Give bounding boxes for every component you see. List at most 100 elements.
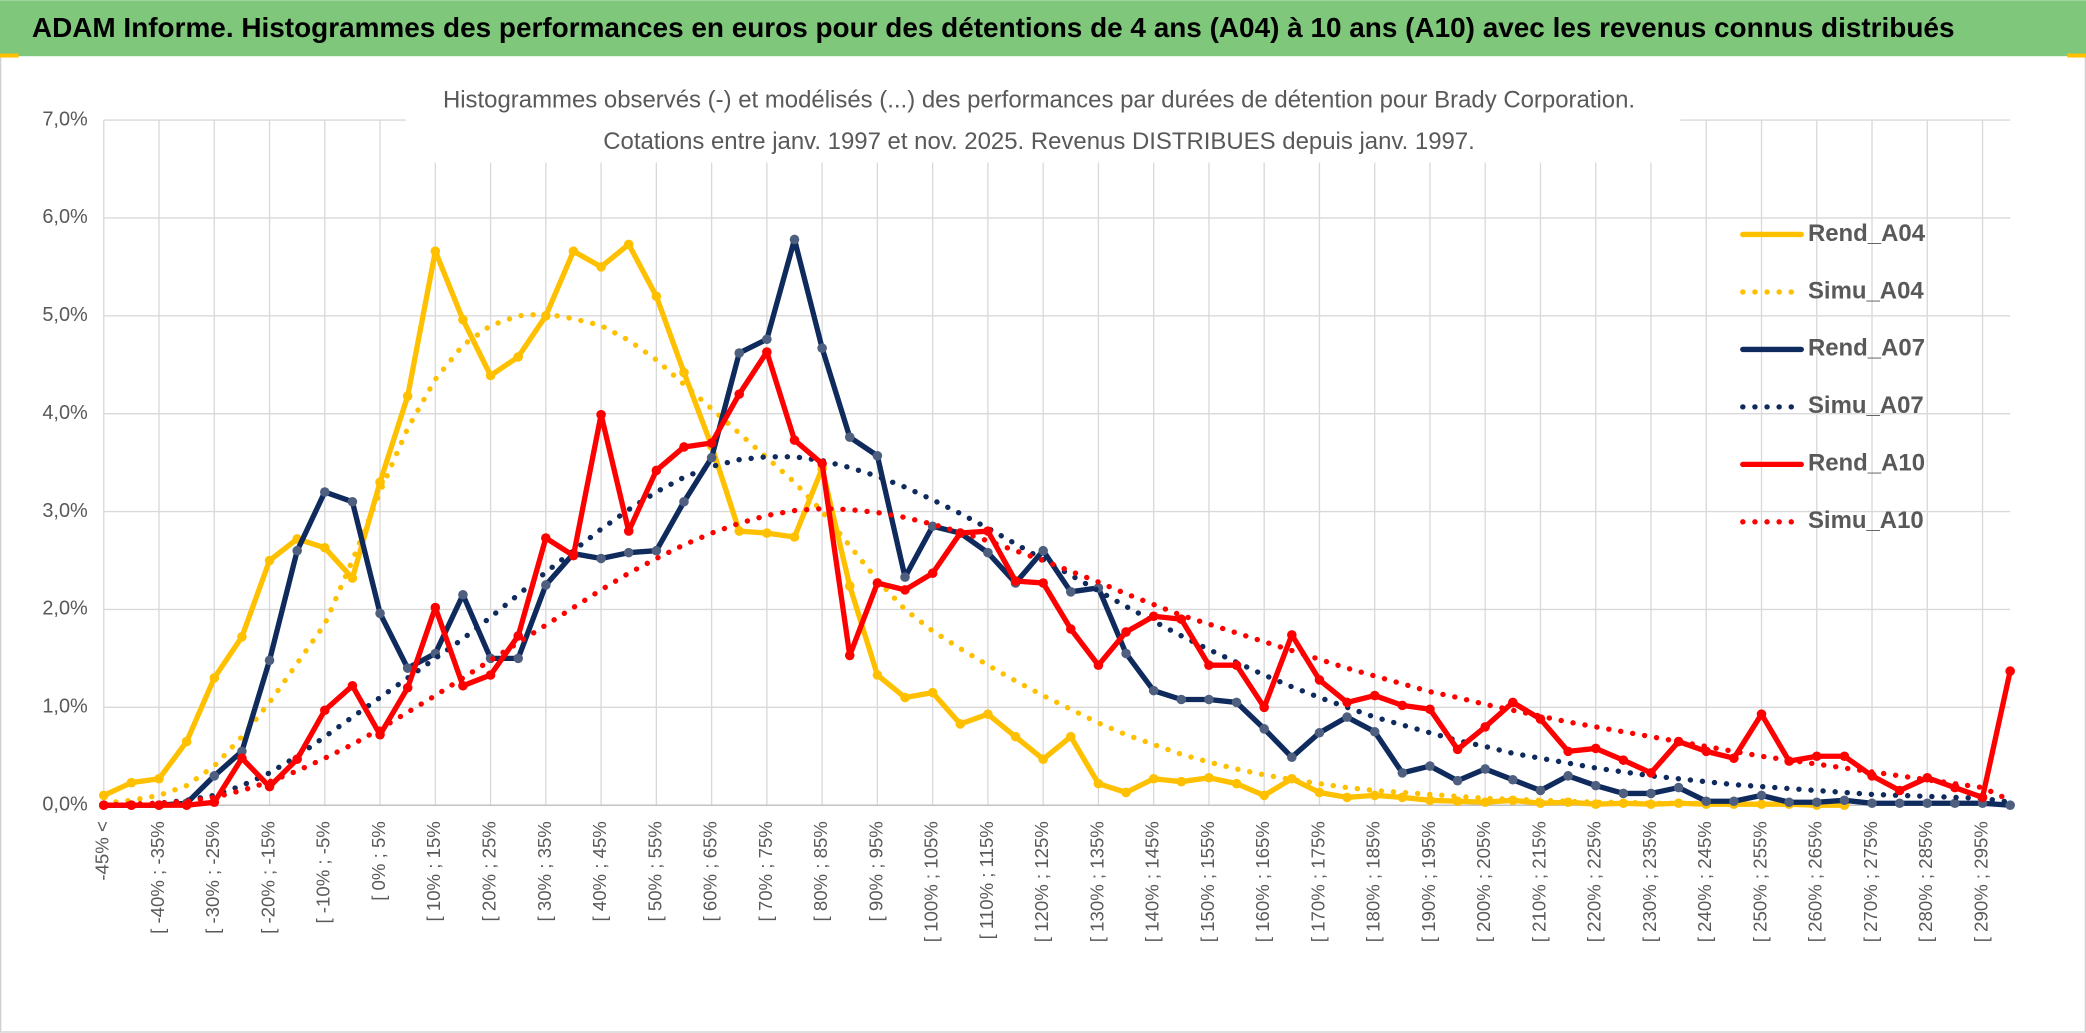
series-marker (651, 465, 662, 476)
series-marker (320, 542, 330, 553)
legend-label: Rend_A10 (1808, 450, 1925, 477)
x-tick-label: [ 20% ; 25% (478, 821, 499, 921)
series-marker (1176, 614, 1187, 625)
series-marker (1590, 743, 1601, 754)
series-marker (264, 655, 275, 666)
series-marker (237, 753, 247, 763)
series-marker (1176, 776, 1187, 787)
series-line (101, 454, 2013, 808)
chart-title: Histogrammes observés (-) et modélisés (… (443, 87, 1635, 114)
series-marker (1452, 775, 1463, 786)
series-marker (1204, 772, 1214, 783)
y-tick-label: 5,0% (42, 304, 88, 326)
series-marker (126, 777, 137, 788)
series-marker (209, 673, 220, 683)
series-marker (513, 631, 523, 641)
series-marker (596, 262, 606, 272)
x-tick-label: [ 40% ; 45% (589, 821, 610, 921)
series-marker (1314, 787, 1325, 798)
series-marker (817, 343, 827, 353)
series-line (101, 241, 1848, 808)
series-marker (734, 348, 745, 358)
series-marker (1646, 768, 1656, 778)
series-marker (1148, 685, 1159, 696)
series-marker (292, 545, 302, 556)
series-marker (568, 550, 579, 561)
x-tick-label: -45% < (92, 821, 113, 880)
series-marker (1839, 795, 1850, 806)
series-marker (375, 729, 385, 740)
series-marker (1342, 792, 1352, 803)
series-marker (98, 790, 109, 801)
series-marker (1452, 796, 1463, 807)
x-tick-label: [ 270% ; 275% (1860, 821, 1881, 942)
series-marker (1038, 578, 1048, 588)
legend-label: Rend_A04 (1808, 220, 1926, 247)
series-marker (1038, 545, 1048, 556)
series-marker (706, 452, 717, 463)
series-marker (983, 547, 993, 558)
x-tick-label: [ 240% ; 245% (1694, 821, 1715, 942)
series-marker (1784, 797, 1794, 808)
x-tick-label: [ 170% ; 175% (1307, 821, 1328, 942)
series-marker (485, 670, 496, 680)
x-tick-label: [ 210% ; 215% (1528, 821, 1549, 942)
series-marker (1093, 778, 1104, 789)
series-marker (209, 771, 220, 781)
x-tick-label: [ -10% ; -5% (313, 821, 334, 923)
series-marker (1535, 785, 1546, 796)
x-tick-label: [ 260% ; 265% (1805, 821, 1826, 942)
series-marker (679, 496, 689, 507)
series-marker (458, 314, 468, 325)
series-marker (1397, 700, 1408, 711)
series-marker (1729, 753, 1739, 763)
series-marker (789, 435, 800, 445)
series-marker (900, 692, 910, 703)
series-marker (623, 547, 634, 558)
series-marker (1950, 798, 1960, 809)
series-marker (872, 670, 883, 680)
series-marker (983, 526, 993, 536)
series-marker (1010, 576, 1021, 586)
series-marker (844, 432, 855, 442)
x-tick-label: [ 30% ; 35% (534, 821, 555, 921)
series-marker (1508, 697, 1518, 708)
series-marker (679, 367, 689, 378)
series-marker (485, 370, 496, 381)
series-marker (1065, 624, 1076, 634)
series-marker (1342, 712, 1352, 722)
series-marker (596, 553, 606, 564)
series-marker (181, 736, 192, 747)
series-marker (1480, 764, 1491, 774)
series-marker (762, 528, 772, 538)
y-tick-label: 0,0% (42, 793, 88, 815)
series-marker (844, 581, 855, 591)
series-marker (1369, 790, 1380, 801)
series-marker (1480, 722, 1491, 732)
x-tick-label: [ 190% ; 195% (1418, 821, 1439, 942)
series-marker (734, 526, 745, 536)
series-marker (1121, 787, 1131, 798)
series-marker (154, 773, 164, 784)
series-marker (1204, 660, 1214, 671)
y-tick-label: 6,0% (42, 206, 88, 228)
series-marker (402, 391, 413, 401)
series-marker (458, 589, 468, 600)
legend-label: Simu_A07 (1808, 392, 1924, 419)
series-marker (1618, 788, 1629, 799)
x-tick-label: [ -40% ; -35% (147, 821, 168, 934)
legend-label: Simu_A10 (1808, 507, 1924, 534)
series-marker (1038, 754, 1048, 764)
series-marker (375, 608, 385, 619)
series-marker (513, 653, 523, 664)
series-marker (1839, 751, 1850, 762)
legend-label: Simu_A04 (1808, 277, 1924, 304)
x-tick-label: [ 250% ; 255% (1749, 821, 1770, 942)
series-marker (900, 572, 910, 582)
series-marker (1425, 761, 1435, 771)
series-marker (1425, 704, 1435, 715)
series-marker (1287, 773, 1297, 784)
series-marker (1148, 611, 1159, 622)
